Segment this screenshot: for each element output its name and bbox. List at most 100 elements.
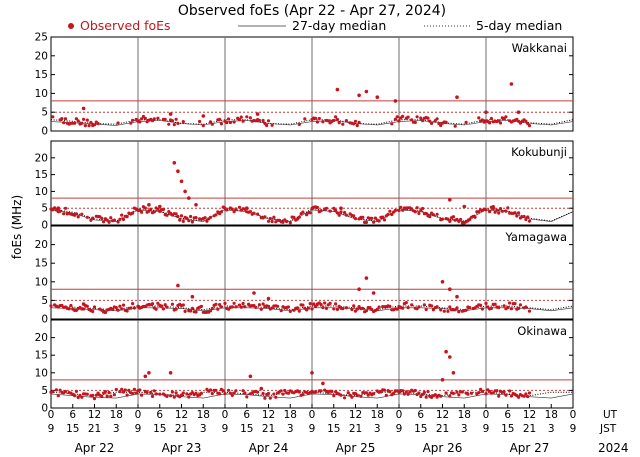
y-tick-label: 15 — [35, 258, 48, 270]
observed-peak-point — [516, 110, 521, 114]
observed-point — [118, 304, 122, 308]
ut-tick-label: 12 — [349, 409, 362, 421]
observed-point — [419, 394, 423, 399]
ut-tick-label: 12 — [175, 409, 188, 421]
observed-point — [131, 118, 135, 122]
legend-observed-marker — [68, 23, 74, 29]
observed-point — [51, 115, 55, 119]
observed-point — [335, 307, 339, 311]
observed-point — [149, 390, 153, 394]
panel-kokubunji: 0 5 10 15 20 Kokubunji — [35, 140, 574, 232]
observed-point — [167, 122, 171, 126]
observed-point — [91, 393, 95, 397]
jst-tick-label: 9 — [483, 423, 490, 435]
observed-point — [415, 206, 419, 210]
observed-point — [352, 304, 356, 308]
observed-point — [430, 121, 434, 125]
station-label: Kokubunji — [511, 145, 567, 159]
observed-point — [170, 119, 174, 123]
observed-point — [508, 389, 512, 393]
observed-point — [256, 212, 260, 216]
observed-point — [464, 308, 468, 312]
observed-point — [297, 122, 301, 126]
observed-point — [332, 307, 336, 311]
observed-point — [484, 301, 488, 305]
observed-point — [527, 391, 532, 395]
observed-point — [352, 122, 356, 126]
observed-point — [301, 393, 305, 397]
observed-point — [381, 215, 385, 219]
y-tick-label: 15 — [35, 169, 48, 181]
observed-point — [174, 391, 178, 395]
observed-point — [489, 116, 493, 121]
ut-axis-label: UT — [603, 409, 618, 421]
observed-point — [243, 305, 247, 309]
ut-tick-label: 18 — [284, 409, 297, 421]
observed-point — [451, 391, 455, 395]
observed-point — [201, 124, 205, 128]
ut-tick-label: 0 — [135, 409, 142, 421]
observed-peak-point — [183, 189, 187, 194]
observed-peak-point — [448, 355, 452, 359]
observed-point — [218, 117, 222, 121]
observed-peak-point — [176, 169, 180, 173]
observed-point — [109, 216, 113, 220]
observed-point — [312, 302, 316, 306]
date-label: Apr 27 — [510, 441, 550, 455]
observed-peak-point — [448, 287, 452, 292]
observed-point — [261, 391, 265, 396]
observed-point — [54, 388, 59, 392]
y-tick-label: 0 — [41, 314, 48, 326]
observed-point — [140, 117, 144, 121]
observed-point — [364, 309, 368, 313]
observed-point — [366, 393, 370, 397]
observed-point — [527, 309, 532, 313]
observed-point — [156, 207, 160, 211]
observed-point — [107, 390, 111, 395]
observed-point — [172, 123, 176, 127]
observed-point — [85, 118, 89, 122]
observed-point — [431, 213, 435, 217]
observed-point — [433, 393, 437, 397]
observed-point — [256, 390, 260, 394]
observed-peak-point — [194, 203, 198, 207]
observed-point — [417, 391, 421, 395]
observed-point — [286, 391, 290, 395]
observed-point — [353, 217, 358, 221]
observed-point — [422, 390, 426, 394]
observed-point — [96, 122, 100, 126]
observed-point — [183, 309, 187, 313]
observed-point — [301, 210, 305, 214]
observed-point — [208, 309, 213, 313]
observed-point — [424, 212, 428, 216]
observed-point — [281, 220, 285, 224]
jst-tick-label: 21 — [349, 423, 362, 435]
observed-point — [377, 219, 381, 223]
observed-point — [393, 117, 397, 121]
observed-point — [76, 119, 80, 123]
observed-point — [377, 305, 381, 309]
observed-point — [393, 208, 397, 212]
observed-point — [69, 303, 73, 308]
observed-point — [522, 214, 526, 219]
observed-point — [225, 208, 229, 212]
observed-point — [131, 211, 135, 215]
observed-point — [234, 389, 238, 393]
observed-peak-point — [375, 95, 380, 99]
observed-point — [315, 205, 319, 210]
observed-point — [237, 205, 242, 209]
observed-point — [442, 309, 446, 313]
ut-tick-label: 0 — [396, 409, 403, 421]
observed-point — [297, 215, 301, 219]
observed-point — [292, 215, 296, 219]
observed-point — [210, 306, 214, 311]
observed-point — [74, 389, 78, 393]
observed-point — [63, 389, 68, 394]
observed-point — [92, 305, 97, 309]
observed-point — [82, 307, 86, 311]
jst-tick-label: 21 — [175, 423, 188, 435]
observed-point — [245, 395, 249, 399]
observed-point — [344, 119, 348, 123]
panel-wakkanai: 0 5 10 15 20 25 Wakkanai — [35, 32, 574, 138]
